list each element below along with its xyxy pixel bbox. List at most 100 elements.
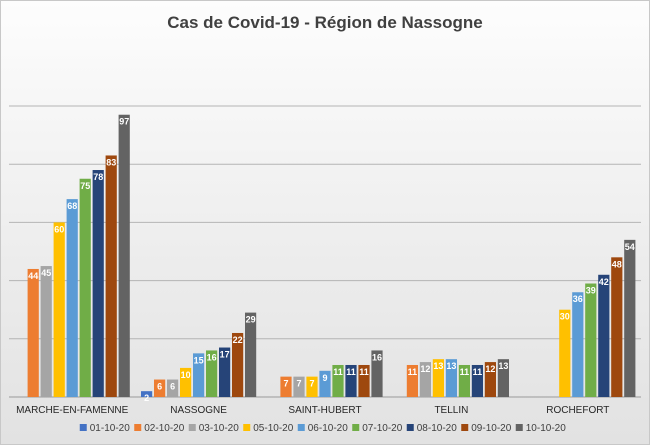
category-label: NASSOGNE [170, 405, 227, 416]
bar [79, 178, 91, 397]
legend-item: 01-10-20 [79, 423, 130, 434]
legend-label: 06-10-20 [308, 423, 348, 434]
bar [484, 362, 496, 397]
legend-item: 08-10-20 [406, 423, 457, 434]
category-label: ROCHEFORT [546, 405, 609, 416]
bar [432, 359, 444, 397]
legend-label: 03-10-20 [199, 423, 239, 434]
data-label: 97 [119, 117, 129, 127]
bar [406, 364, 418, 397]
category-label: MARCHE-EN-FAMENNE [16, 405, 129, 416]
data-label: 11 [460, 367, 470, 377]
data-label: 2 [144, 393, 149, 403]
legend-item: 06-10-20 [297, 423, 348, 434]
data-label: 45 [41, 268, 51, 278]
data-label: 11 [346, 367, 356, 377]
legend-swatch [406, 424, 414, 431]
bar [497, 359, 509, 397]
bar [53, 222, 65, 397]
bar [40, 266, 52, 397]
bar [92, 170, 104, 397]
legend-label: 07-10-20 [362, 423, 402, 434]
legend-swatch [297, 424, 305, 431]
legend-label: 10-10-20 [526, 423, 566, 434]
data-label: 17 [220, 350, 230, 360]
bars [27, 114, 636, 397]
data-label: 42 [599, 277, 609, 287]
bar [319, 370, 331, 397]
data-label: 60 [54, 224, 64, 234]
chart-title: Cas de Covid-19 - Région de Nassogne [167, 13, 483, 32]
bar [293, 376, 305, 397]
bar [419, 362, 431, 397]
legend-item: 07-10-20 [352, 423, 403, 434]
bar [245, 312, 257, 397]
category-label: TELLIN [434, 405, 468, 416]
data-label: 36 [573, 294, 583, 304]
bar [306, 376, 318, 397]
data-label: 75 [80, 181, 90, 191]
bar [154, 379, 166, 397]
data-label: 48 [612, 259, 622, 269]
gridlines [9, 105, 641, 398]
bar [105, 155, 117, 397]
data-label: 6 [157, 382, 162, 392]
data-label: 54 [625, 242, 635, 252]
legend-item: 02-10-20 [134, 423, 185, 434]
data-label: 44 [28, 271, 38, 281]
data-label: 12 [485, 364, 495, 374]
bar [167, 379, 179, 397]
bar [598, 274, 610, 397]
data-label: 13 [498, 361, 508, 371]
data-label: 11 [359, 367, 369, 377]
legend-label: 01-10-20 [90, 423, 130, 434]
data-label: 11 [333, 367, 343, 377]
bar [585, 283, 597, 397]
data-label: 30 [560, 312, 570, 322]
bar [358, 364, 370, 397]
legend-item: 05-10-20 [243, 423, 294, 434]
legend-label: 02-10-20 [144, 423, 184, 434]
legend: 01-10-20 02-10-20 03-10-20 05-10-20 06-10-20… [79, 423, 566, 434]
bar [345, 364, 357, 397]
data-label: 11 [473, 367, 483, 377]
bar [611, 257, 623, 397]
data-label: 83 [106, 157, 116, 167]
bar [559, 309, 571, 397]
category-labels: MARCHE-EN-FAMENNE NASSOGNE SAINT-HUBERT TEL… [16, 405, 609, 416]
data-label: 10 [181, 370, 191, 380]
data-label: 68 [67, 201, 77, 211]
bar [180, 367, 192, 397]
bar [66, 199, 78, 397]
bar [219, 347, 231, 397]
data-label: 13 [446, 361, 456, 371]
bar [371, 350, 383, 397]
bar [280, 376, 292, 397]
bar [332, 364, 344, 397]
legend-item: 03-10-20 [188, 423, 239, 434]
legend-swatch [188, 424, 196, 431]
legend-item: 09-10-20 [461, 423, 512, 434]
data-label: 7 [296, 379, 301, 389]
data-label: 7 [309, 379, 314, 389]
bar [27, 268, 39, 397]
data-label: 9 [322, 373, 327, 383]
bar [193, 353, 205, 397]
data-label: 12 [420, 364, 430, 374]
data-label: 13 [433, 361, 443, 371]
data-label: 11 [408, 367, 418, 377]
data-label: 6 [170, 382, 175, 392]
data-label: 16 [207, 352, 217, 362]
bar [471, 364, 483, 397]
bar [206, 350, 218, 397]
legend-swatch [461, 424, 469, 431]
legend-swatch [352, 424, 360, 431]
bar [458, 364, 470, 397]
legend-label: 08-10-20 [417, 423, 457, 434]
legend-item: 10-10-20 [515, 423, 566, 434]
bar [118, 114, 130, 397]
legend-swatch [134, 424, 142, 431]
